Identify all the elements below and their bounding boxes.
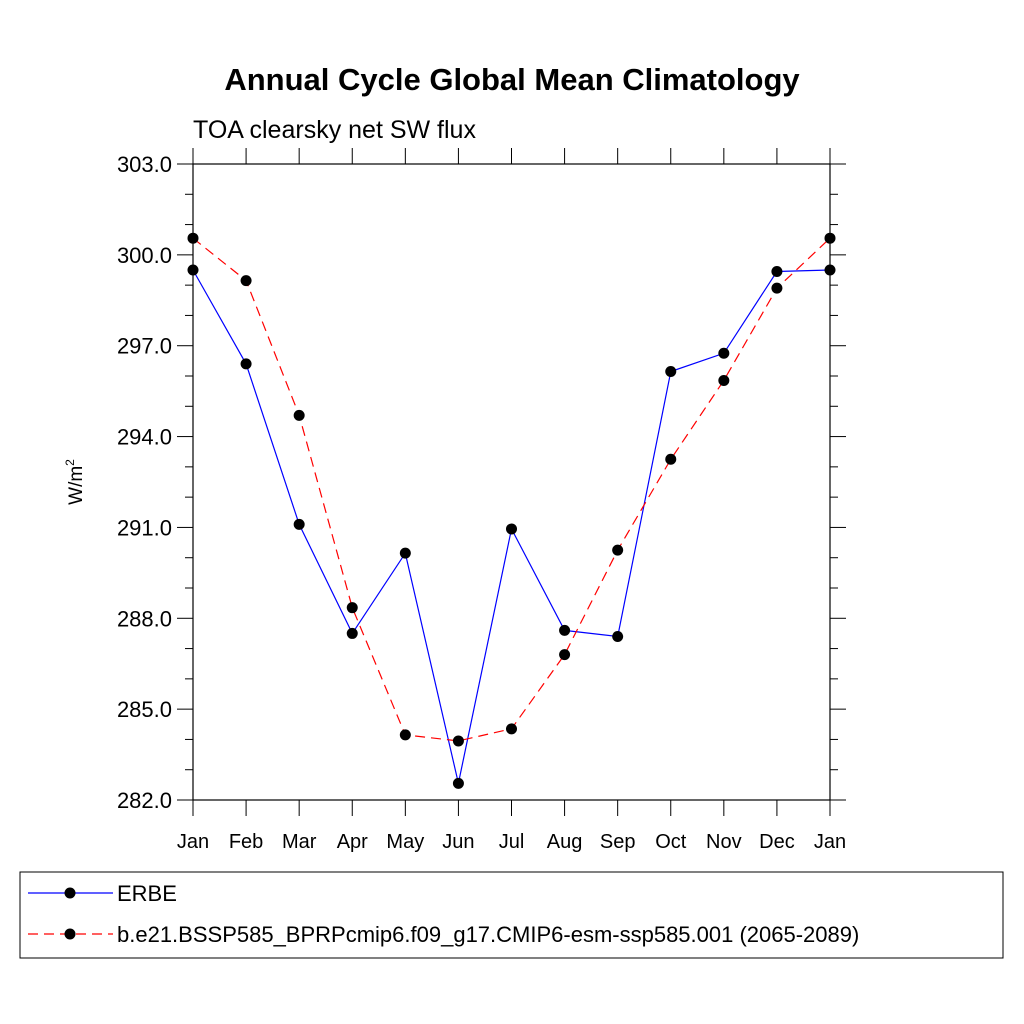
legend-label-model: b.e21.BSSP585_BPRPcmip6.f09_g17.CMIP6-es…	[117, 922, 859, 947]
data-point	[399, 547, 411, 559]
x-tick-label: Nov	[706, 831, 742, 853]
data-point	[240, 358, 252, 370]
y-tick-label: 288.0	[117, 606, 172, 631]
x-tick-label: Dec	[759, 831, 795, 853]
series-line	[192, 237, 831, 742]
y-tick-label: 303.0	[117, 152, 172, 177]
data-point	[612, 630, 624, 642]
data-point	[665, 365, 677, 377]
y-tick-label: 297.0	[117, 334, 172, 359]
y-tick-label: 282.0	[117, 788, 172, 813]
data-point	[559, 624, 571, 636]
legend-marker-model	[64, 928, 76, 940]
plot-frame	[192, 163, 831, 801]
data-point	[665, 453, 677, 465]
series-layer	[187, 232, 836, 789]
data-point	[771, 282, 783, 294]
x-tick-label: Jun	[442, 831, 474, 853]
data-point	[399, 729, 411, 741]
x-tick-label: May	[386, 831, 424, 853]
data-point	[346, 602, 358, 614]
data-point	[452, 735, 464, 747]
data-point	[612, 544, 624, 556]
axis-ticks	[177, 148, 846, 816]
x-tick-label: Sep	[600, 831, 636, 853]
chart-title: Annual Cycle Global Mean Climatology	[224, 62, 800, 97]
data-point	[452, 777, 464, 789]
data-point	[506, 523, 517, 535]
x-tick-label: Aug	[547, 831, 583, 853]
y-tick-label: 285.0	[117, 697, 172, 722]
x-tick-label: Jan	[177, 831, 209, 853]
data-point	[771, 266, 783, 278]
data-point	[346, 627, 358, 639]
data-point	[506, 723, 517, 735]
x-tick-label: Mar	[282, 831, 317, 853]
x-tick-label: Apr	[337, 831, 368, 853]
data-point	[559, 649, 571, 661]
y-axis-label: W/m2	[63, 459, 87, 505]
x-tick-label: Jan	[814, 831, 846, 853]
data-point	[718, 347, 730, 359]
data-point	[240, 275, 252, 287]
y-tick-label: 300.0	[117, 243, 172, 268]
legend-marker-erbe	[64, 887, 76, 899]
data-point	[293, 409, 305, 421]
data-point	[293, 518, 305, 530]
x-tick-label: Jul	[499, 831, 525, 853]
y-tick-label: 294.0	[117, 425, 172, 450]
chart-subtitle: TOA clearsky net SW flux	[193, 116, 476, 144]
x-tick-label: Oct	[655, 831, 687, 853]
y-tick-label: 291.0	[117, 515, 172, 540]
tick-labels: 282.0 285.0 288.0 291.0 294.0 297.0 300.0 303.0…	[117, 152, 846, 853]
x-tick-label: Feb	[229, 831, 263, 853]
legend-label-erbe: ERBE	[117, 881, 177, 906]
data-point	[718, 375, 730, 387]
legend: ERBE b.e21.BSSP585_BPRPcmip6.f09_g17.CMI…	[19, 871, 1004, 959]
legend-box	[19, 871, 1004, 959]
